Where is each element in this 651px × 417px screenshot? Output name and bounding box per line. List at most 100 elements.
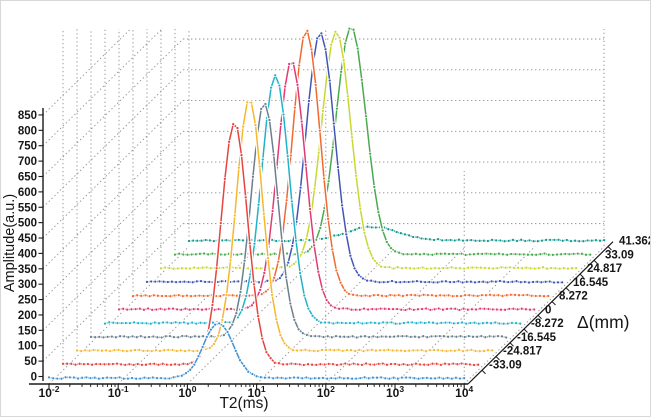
curve-marker	[502, 279, 506, 284]
curve-marker	[238, 290, 243, 294]
series-curve-delta--33.09	[61, 122, 481, 367]
curve-marker	[165, 320, 170, 325]
curve-marker	[312, 186, 317, 191]
curve-marker	[397, 321, 402, 326]
curve-marker	[486, 307, 491, 311]
y-tick-label: 0	[31, 372, 37, 384]
curve-marker	[461, 306, 466, 311]
curve-marker	[177, 251, 182, 256]
curve-marker	[333, 29, 338, 34]
series-curve-delta-8.272	[131, 28, 551, 299]
curve-marker	[177, 362, 182, 367]
curve-marker	[566, 266, 570, 271]
series-curve-delta--8.272	[103, 73, 523, 326]
curve-marker	[187, 239, 191, 243]
curve-marker	[366, 246, 371, 251]
curve-marker	[157, 321, 161, 326]
curve-marker	[423, 237, 428, 241]
curve-marker	[306, 362, 310, 367]
curve-marker	[344, 232, 349, 237]
curve-marker	[152, 320, 157, 325]
grid-lines	[42, 28, 605, 385]
curve-marker	[365, 278, 369, 283]
curve-marker	[354, 335, 359, 340]
curve-marker	[523, 239, 528, 243]
curve-marker	[243, 195, 248, 200]
curve-marker	[359, 334, 363, 339]
z-tick-label: -8.272	[531, 318, 564, 330]
curve-marker	[486, 348, 490, 353]
curve-marker	[473, 238, 478, 243]
curve-marker	[303, 162, 308, 167]
curve-marker	[467, 252, 472, 257]
curve-marker	[80, 375, 85, 380]
curve-marker	[196, 266, 201, 270]
curve-marker	[444, 238, 449, 242]
curve-marker	[173, 362, 177, 367]
curve-marker	[315, 349, 320, 353]
curve-marker	[219, 279, 224, 284]
curve-marker	[496, 293, 501, 298]
curve-marker	[381, 280, 386, 284]
curve-marker	[361, 276, 365, 281]
x-tick-label: 104	[455, 384, 473, 400]
curve-marker	[159, 335, 164, 340]
curve-marker	[408, 335, 413, 339]
curve-marker	[117, 375, 122, 380]
curve-marker	[493, 279, 498, 284]
curve-marker	[459, 294, 463, 298]
curve-marker	[377, 321, 381, 326]
curve-marker	[448, 280, 452, 284]
curve-marker	[387, 307, 391, 311]
curve-marker	[189, 294, 193, 298]
curve-marker	[145, 348, 150, 353]
curve-marker	[347, 362, 352, 367]
curve-marker	[503, 307, 507, 312]
curve-marker	[552, 238, 557, 242]
curve-marker	[182, 320, 186, 325]
curve-marker	[453, 266, 458, 270]
curve-marker	[282, 341, 287, 346]
curve-marker	[473, 280, 477, 285]
curve-marker	[512, 266, 516, 270]
curve-marker	[126, 335, 131, 340]
curve-marker	[186, 280, 191, 284]
curve-marker	[330, 145, 335, 150]
curve-marker	[249, 100, 254, 105]
curve-marker	[390, 279, 394, 283]
curve-marker	[160, 361, 165, 366]
curve-marker	[407, 306, 412, 311]
curve-marker	[469, 238, 474, 242]
curve-marker	[407, 233, 411, 238]
curve-marker	[115, 361, 119, 366]
curve-marker	[535, 239, 540, 244]
curve-marker	[426, 252, 431, 257]
curve-marker	[540, 238, 544, 243]
curve-marker	[208, 346, 212, 350]
curve-marker	[500, 294, 505, 298]
curve-marker	[517, 252, 522, 257]
curve-marker	[434, 294, 438, 298]
curve-marker	[556, 237, 561, 242]
curve-marker	[394, 230, 399, 234]
curve-marker	[194, 279, 199, 284]
curve-marker	[581, 239, 586, 244]
curve-marker	[121, 376, 126, 381]
curve-marker	[518, 321, 523, 326]
curve-marker	[564, 238, 569, 242]
curve-marker	[324, 236, 328, 240]
curve-marker	[123, 363, 128, 367]
curve-marker	[465, 238, 470, 243]
curve-marker	[389, 246, 393, 250]
curve-marker	[250, 303, 254, 308]
curve-marker	[374, 348, 378, 353]
curve-marker	[103, 321, 107, 326]
curve-marker	[483, 266, 487, 270]
curve-marker	[115, 321, 120, 325]
curve-marker	[286, 260, 291, 265]
curve-marker	[267, 118, 272, 122]
z-tick	[593, 259, 598, 265]
curve-marker	[368, 151, 372, 156]
curve-marker	[418, 362, 422, 367]
curve-marker	[404, 266, 408, 270]
